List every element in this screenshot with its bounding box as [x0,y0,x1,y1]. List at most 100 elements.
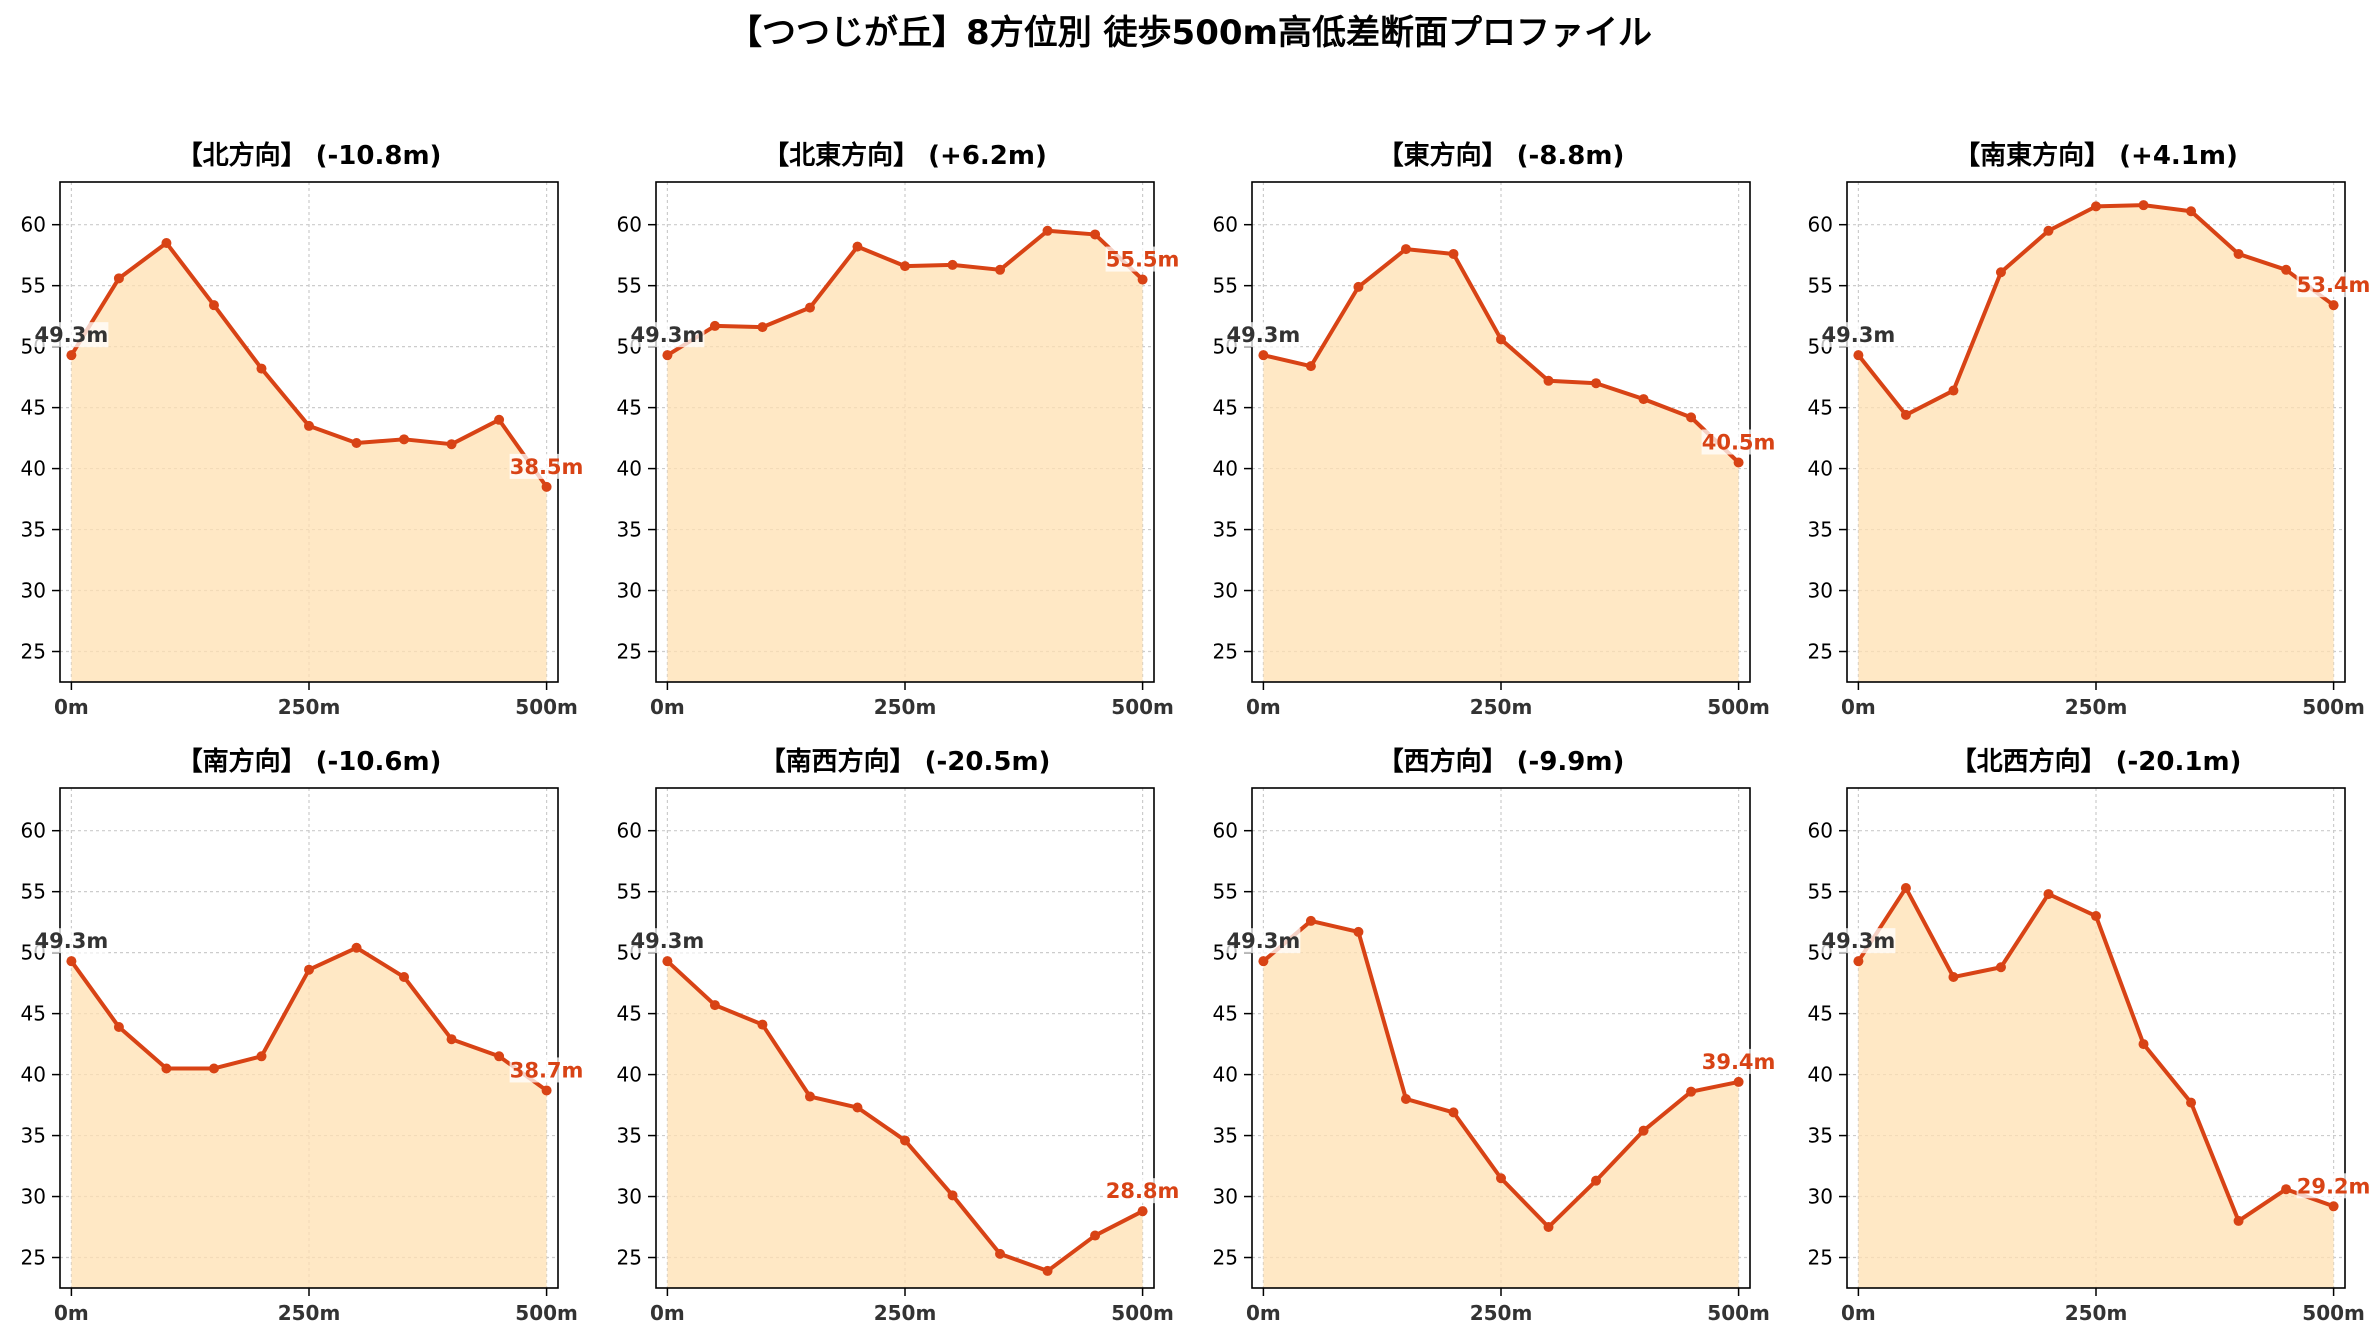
end-value-label: 28.8m [1106,1179,1180,1203]
x-tick-label: 500m [1707,1301,1770,1325]
y-tick-label: 30 [1808,579,1833,603]
data-point [2091,911,2101,922]
data-point [709,1000,720,1011]
panel-title: 【西方向】 (-9.9m) [1378,746,1625,777]
y-tick-label: 30 [617,1185,642,1209]
data-point [1591,378,1602,389]
data-point [66,350,77,361]
data-point [2186,1097,2197,1108]
data-point [1496,1173,1506,1184]
data-point [1137,274,1148,285]
data-point [1900,883,1911,893]
panel-title: 【南方向】 (-10.6m) [177,746,442,777]
y-tick-label: 25 [21,640,46,664]
area-fill [667,230,1143,682]
panel-title: 【北西方向】 (-20.1m) [1951,746,2242,777]
data-point [541,1085,552,1096]
data-point [1042,1265,1053,1276]
figure-title: 【つつじが丘】8方位別 徒歩500m高低差断面プロファイル [728,13,1652,53]
data-point [256,1051,267,1062]
end-value-label: 38.5m [510,455,584,479]
data-point [66,956,77,967]
data-point [494,1051,505,1062]
y-tick-label: 45 [1808,396,1833,420]
data-point [1090,229,1101,240]
y-tick-label: 45 [21,396,46,420]
area-fill [1263,249,1739,682]
data-point [757,1019,768,1030]
y-tick-label: 60 [617,213,642,237]
end-value-label: 38.7m [510,1058,584,1082]
y-tick-label: 40 [1213,457,1238,481]
y-tick-label: 40 [617,1063,642,1087]
data-point [1686,1086,1697,1097]
data-point [494,414,505,425]
data-point [1948,972,1959,983]
data-point [2186,206,2197,217]
data-point [662,956,673,967]
data-point [709,320,720,331]
end-value-label: 40.5m [1702,430,1776,454]
data-point [2233,248,2244,259]
data-point [1305,361,1316,372]
y-tick-label: 45 [1213,1002,1238,1026]
data-point [947,259,958,270]
x-tick-label: 500m [1111,1301,1174,1325]
y-tick-label: 30 [1213,1185,1238,1209]
y-tick-label: 30 [21,579,46,603]
x-tick-label: 0m [1841,1301,1876,1325]
panel-title: 【東方向】 (-8.8m) [1378,140,1625,171]
x-tick-label: 500m [2302,1301,2365,1325]
panel-title: 【北方向】 (-10.8m) [177,140,442,171]
data-point [1448,1107,1459,1118]
data-point [256,363,267,374]
start-value-label-bg [34,928,109,954]
panel-title: 【南西方向】 (-20.5m) [760,746,1051,777]
data-point [1258,350,1269,361]
start-value-label-bg [630,928,705,954]
y-tick-label: 40 [1808,1063,1833,1087]
data-point [351,437,362,448]
panel-title: 【南東方向】 (+4.1m) [1954,140,2238,171]
area-fill [1263,920,1739,1288]
x-tick-label: 250m [1470,695,1533,719]
data-point [1591,1175,1602,1186]
start-value-label: 49.3m [1822,323,1896,347]
panel-title: 【北東方向】 (+6.2m) [763,140,1047,171]
area-fill [667,961,1143,1288]
data-point [804,302,815,313]
data-point [1543,1222,1554,1233]
y-tick-label: 55 [1808,880,1833,904]
data-point [1400,1093,1411,1104]
data-point [1090,1230,1101,1241]
end-value-label: 39.4m [1702,1050,1776,1074]
data-point [1733,457,1744,468]
data-point [2043,889,2054,900]
x-tick-label: 250m [1470,1301,1533,1325]
y-tick-label: 25 [21,1246,46,1270]
data-point [757,322,768,333]
end-value-label-bg [509,1057,584,1083]
data-point [1305,915,1316,926]
y-tick-label: 45 [617,1002,642,1026]
data-point [2281,1184,2292,1195]
x-tick-label: 0m [1246,695,1281,719]
area-fill [1858,888,2334,1288]
y-tick-label: 60 [21,213,46,237]
y-tick-label: 45 [1808,1002,1833,1026]
data-point [1995,962,2006,973]
y-tick-label: 55 [1808,274,1833,298]
x-tick-label: 0m [54,695,89,719]
data-point [1948,385,1959,396]
data-point [304,420,314,431]
start-value-label-bg [630,322,705,348]
y-tick-label: 40 [1808,457,1833,481]
end-value-label-bg [509,453,584,479]
y-tick-label: 25 [1213,640,1238,664]
x-tick-label: 250m [874,1301,937,1325]
end-value-label-bg [1105,246,1180,272]
data-point [2138,200,2149,211]
